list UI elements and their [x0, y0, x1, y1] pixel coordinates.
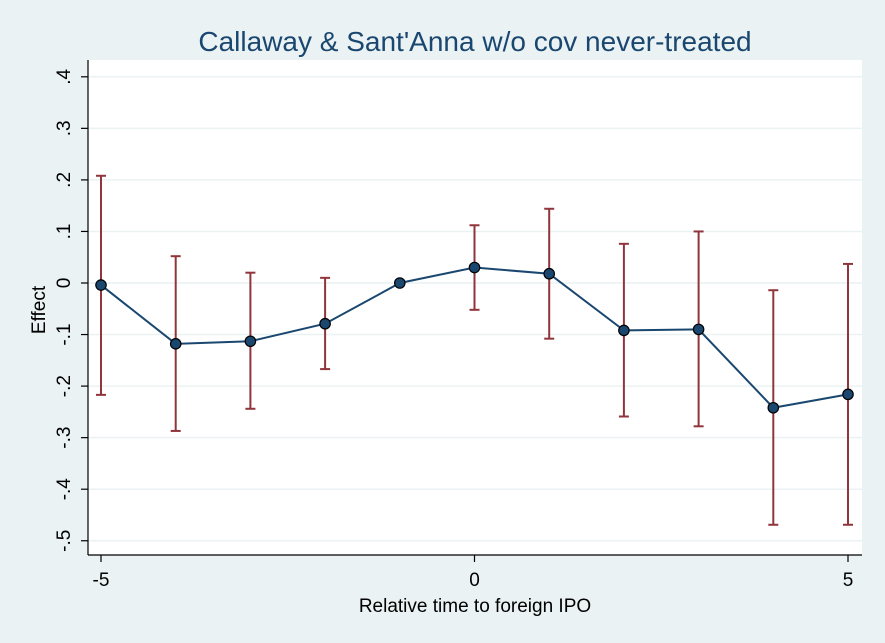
- x-tick-label: -5: [93, 570, 110, 591]
- y-tick-label: -.4: [54, 478, 75, 501]
- data-point: [692, 323, 705, 336]
- y-axis-label: Effect: [29, 285, 50, 334]
- data-point: [767, 401, 780, 414]
- y-tick-label: .2: [54, 172, 75, 188]
- data-points: [95, 261, 854, 414]
- y-tick-label: -.5: [54, 530, 75, 552]
- data-point: [468, 261, 481, 274]
- x-tick-label: 5: [843, 570, 854, 591]
- data-point: [842, 388, 854, 401]
- data-point: [543, 267, 555, 280]
- y-tick-label: .1: [54, 224, 75, 240]
- y-tick-label: -.2: [54, 375, 75, 397]
- data-point: [95, 279, 107, 291]
- x-ticks: -5 0 5: [93, 555, 854, 591]
- data-point: [244, 335, 257, 348]
- x-axis-label: Relative time to foreign IPO: [359, 596, 591, 617]
- y-tick-label: -.1: [54, 323, 75, 345]
- x-tick-label: 0: [469, 570, 480, 591]
- y-tick-label: .4: [54, 68, 75, 84]
- y-ticks: -.5 -.4 -.3 -.2 -.1 0 .1 .2 .3 .4: [54, 68, 88, 552]
- y-tick-label: 0: [54, 278, 75, 289]
- data-point: [169, 338, 182, 350]
- chart-title: Callaway & Sant'Anna w/o cov never-treat…: [198, 26, 751, 57]
- data-point: [393, 277, 406, 289]
- y-tick-label: -.3: [54, 427, 75, 449]
- y-tick-label: .3: [54, 120, 75, 136]
- data-point: [319, 317, 331, 330]
- data-point: [618, 324, 630, 337]
